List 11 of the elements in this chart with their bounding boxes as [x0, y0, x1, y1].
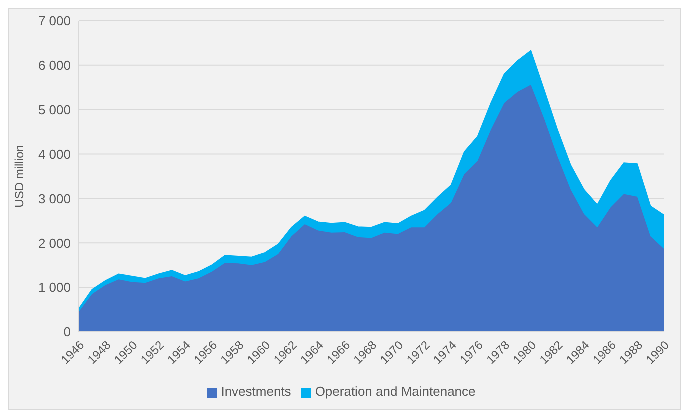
y-tick-label: 4 000: [38, 146, 71, 162]
y-tick-label: 5 000: [38, 102, 71, 118]
y-tick-label: 0: [64, 324, 71, 340]
y-tick-label: 6 000: [38, 58, 71, 74]
y-axis-title: USD million: [12, 145, 26, 208]
y-tick-label: 1 000: [38, 280, 71, 296]
y-tick-label: 2 000: [38, 236, 71, 251]
y-tick-label: 3 000: [38, 191, 71, 206]
y-tick-label: 7 000: [38, 14, 71, 29]
legend-label: Investments: [221, 384, 292, 399]
legend-label: Operation and Maintenance: [315, 384, 476, 399]
